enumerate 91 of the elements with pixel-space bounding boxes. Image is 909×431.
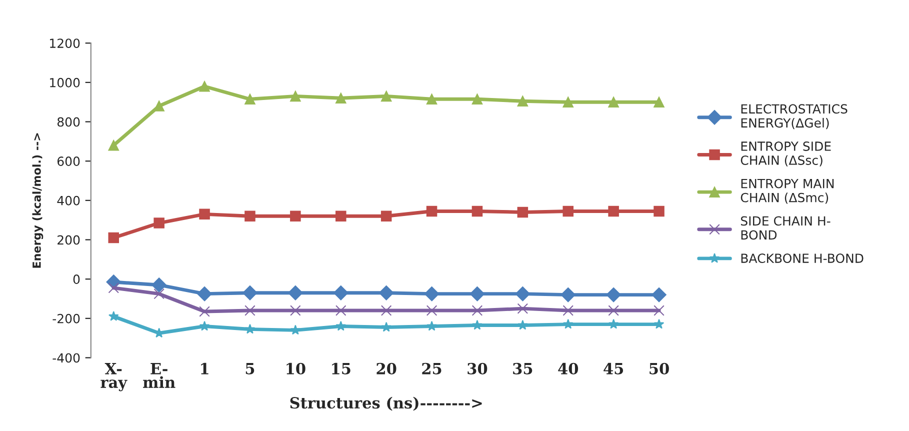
point <box>197 286 212 302</box>
legend-label: BACKBONE H-BOND <box>741 254 864 263</box>
point <box>108 140 120 151</box>
y-tick-label: 1000 <box>50 78 80 88</box>
point <box>470 286 485 302</box>
x-tick-label: X- ray <box>100 363 128 392</box>
point <box>426 320 437 331</box>
x-tick-label: 25 <box>422 362 442 374</box>
point <box>515 286 530 302</box>
point <box>654 318 664 329</box>
point <box>199 306 210 317</box>
point <box>333 285 348 300</box>
point <box>517 303 528 314</box>
point <box>562 305 574 316</box>
point <box>335 92 346 104</box>
y-tick-label: 400 <box>57 196 80 206</box>
x-tick-label: 15 <box>332 362 350 374</box>
y-tick-label: 600 <box>57 156 80 166</box>
point <box>608 96 619 108</box>
point <box>244 210 256 222</box>
point <box>380 90 392 102</box>
point <box>244 305 256 316</box>
point <box>424 286 440 302</box>
point <box>290 305 301 316</box>
y-axis-title: Energy (kcal/mol.) --> <box>32 133 44 268</box>
point <box>608 305 619 316</box>
point <box>562 96 574 108</box>
x-tick-label: 35 <box>513 362 532 374</box>
point <box>335 210 346 222</box>
point <box>606 287 621 302</box>
point <box>380 305 392 316</box>
point <box>562 318 574 329</box>
y-tick-label: 800 <box>57 117 80 127</box>
point <box>381 322 392 332</box>
point <box>335 305 346 316</box>
x-tick-label: 20 <box>376 362 396 374</box>
point <box>654 305 664 316</box>
point <box>199 320 210 331</box>
point <box>288 285 303 300</box>
legend-label: ENTROPY SIDE CHAIN (ΔSsc) <box>740 142 831 166</box>
point <box>426 94 438 105</box>
legend-label: SIDE CHAIN H- BOND <box>740 216 830 240</box>
point <box>426 206 438 217</box>
point <box>562 206 574 217</box>
point <box>472 320 482 330</box>
point <box>378 285 394 300</box>
x-tick-label: 45 <box>604 362 624 374</box>
x-tick-label: 40 <box>558 362 578 374</box>
x-tick-label: 10 <box>286 362 306 374</box>
y-tick-label: -200 <box>52 314 80 324</box>
y-tick-label: 200 <box>58 235 80 245</box>
point <box>380 210 392 222</box>
point <box>290 210 301 222</box>
point <box>244 324 256 334</box>
x-tick-label: E- min <box>143 363 176 388</box>
legend-label: ELECTROSTATICS ENERGY(ΔGel) <box>741 104 848 130</box>
point <box>152 278 166 292</box>
y-tick-label: 1200 <box>50 38 80 48</box>
point <box>517 206 528 218</box>
point <box>517 96 528 106</box>
point <box>472 94 483 105</box>
point <box>290 90 301 102</box>
x-tick-label: 5 <box>246 363 254 374</box>
point <box>560 287 576 302</box>
point <box>654 206 664 217</box>
point <box>472 305 483 316</box>
point <box>108 232 120 244</box>
point <box>654 96 664 108</box>
y-tick-label: -400 <box>52 353 80 363</box>
point <box>154 218 164 228</box>
point <box>652 287 666 302</box>
point <box>426 305 438 316</box>
point <box>108 311 119 321</box>
point <box>336 320 346 331</box>
x-tick-label: 1 <box>201 362 208 374</box>
x-axis-title: Structures (ns)--------> <box>290 396 482 411</box>
legend-label: ENTROPY MAIN CHAIN (ΔSmc) <box>740 178 834 204</box>
point <box>108 282 120 294</box>
point <box>472 206 483 217</box>
point <box>199 80 210 92</box>
point <box>608 206 619 217</box>
point <box>242 285 258 300</box>
point <box>290 324 301 335</box>
point <box>244 94 256 105</box>
point <box>518 320 528 330</box>
y-tick-label: 0 <box>73 274 80 284</box>
x-tick-label: 30 <box>468 362 488 374</box>
point <box>154 288 164 300</box>
x-tick-label: 50 <box>650 362 669 374</box>
point <box>608 318 619 329</box>
point <box>199 208 210 220</box>
